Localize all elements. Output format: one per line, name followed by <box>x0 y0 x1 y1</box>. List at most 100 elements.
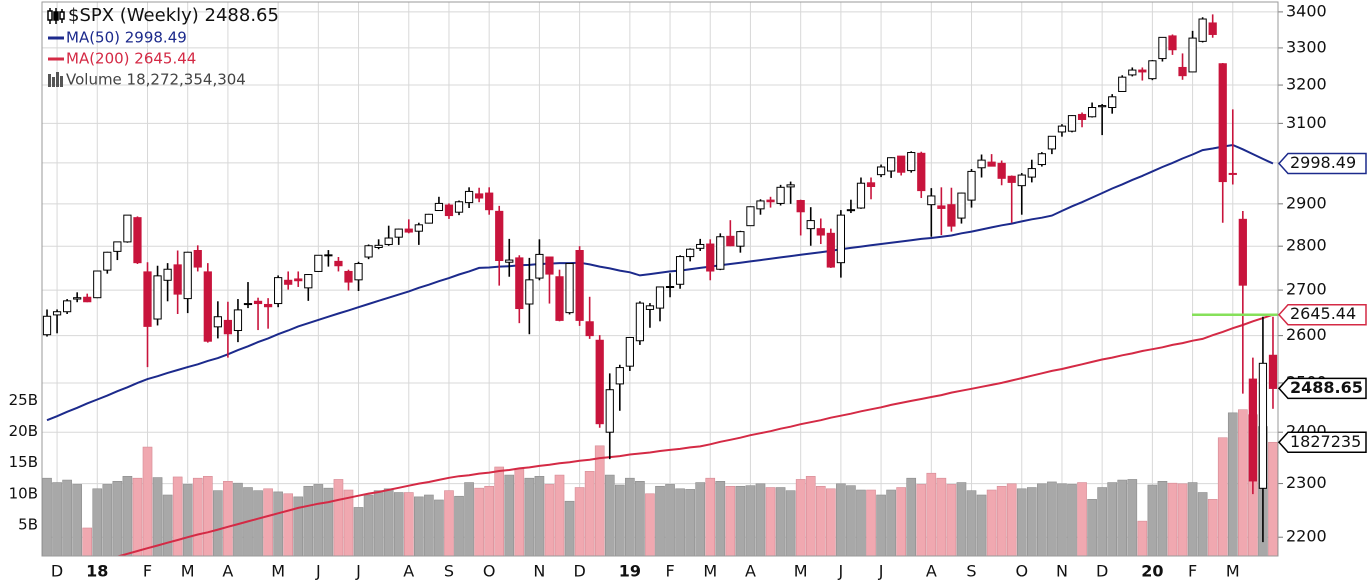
x-tick-label: N <box>1056 562 1068 581</box>
volume-bar <box>343 489 354 556</box>
candle-body <box>1258 362 1268 489</box>
candle-body <box>1218 63 1227 183</box>
volume-bar <box>102 484 113 556</box>
volume-bar <box>675 488 685 556</box>
candle-body <box>816 228 825 236</box>
volume-bar <box>1037 483 1047 556</box>
candle-body <box>394 228 403 238</box>
candle-body <box>605 389 614 433</box>
candle-body <box>515 257 524 310</box>
candle-body <box>294 278 303 282</box>
volume-bar <box>132 477 143 556</box>
volume-bar <box>735 485 746 556</box>
volume-bar <box>524 477 535 556</box>
x-tick-label: 20 <box>1141 562 1163 581</box>
volume-bar <box>233 482 243 556</box>
volume-bar <box>313 484 324 556</box>
candle-body <box>384 237 393 245</box>
volume-bar <box>474 487 484 556</box>
volume-bar <box>1077 482 1087 556</box>
candle-body <box>947 204 956 227</box>
volume-bar <box>846 485 856 556</box>
candle-body <box>796 200 805 213</box>
x-tick-label: F <box>665 562 674 581</box>
y-tick-label: 2800 <box>1286 236 1327 255</box>
candle-body <box>1118 76 1127 92</box>
candle-body <box>364 245 373 258</box>
volume-bar <box>685 489 695 556</box>
volume-bar <box>745 485 756 556</box>
candle-body <box>1047 135 1057 150</box>
volume-bar <box>836 483 846 556</box>
candle-body <box>42 315 52 336</box>
volume-bar <box>584 471 595 556</box>
price-tag: 2645.44 <box>1277 303 1367 326</box>
legend-label: MA(50) 2998.49 <box>66 29 187 47</box>
ma-line <box>46 143 1274 422</box>
volume-bar <box>263 488 273 556</box>
x-tick-label: S <box>444 562 454 581</box>
y-tick-label: 3400 <box>1286 1 1327 20</box>
candle-body <box>525 279 534 305</box>
x-tick-label: M <box>181 562 195 581</box>
candle-body <box>907 152 916 172</box>
volume-bar <box>665 484 675 556</box>
candle-icon <box>47 8 65 24</box>
candle-body <box>595 339 604 425</box>
x-tick-label: O <box>1015 562 1028 581</box>
legend-label: MA(200) 2645.44 <box>66 50 196 68</box>
candle-body <box>183 251 192 300</box>
y-tick-label: 3100 <box>1286 113 1327 132</box>
x-tick-label: J <box>878 562 884 581</box>
candle-body <box>1057 125 1067 133</box>
volume-bar <box>1107 482 1118 556</box>
candle-body <box>977 159 986 169</box>
candle-body <box>655 286 665 309</box>
candle-body <box>434 202 444 212</box>
volume-bar <box>1227 412 1238 556</box>
x-tick-label: J <box>838 562 844 581</box>
volume-bar <box>1217 437 1228 556</box>
price-tag-box <box>1277 377 1367 400</box>
candle-body <box>1138 69 1147 73</box>
candle-body <box>555 276 564 321</box>
candle-body <box>414 224 423 232</box>
candle-body <box>505 259 514 263</box>
legend: $SPX (Weekly) 2488.65 Volume 18,272,354,… <box>47 5 279 89</box>
volume-bar <box>594 445 605 556</box>
candle-body <box>304 274 313 289</box>
candle-body <box>1188 37 1197 73</box>
x-tick-label: M <box>271 562 285 581</box>
candle-body <box>987 161 996 167</box>
candle-body <box>1238 218 1247 286</box>
x-tick-label: M <box>1226 562 1240 581</box>
volume-bar <box>62 479 72 556</box>
volume-bar <box>182 484 193 556</box>
volume-tick-label: 10B <box>9 484 38 502</box>
candle-body <box>464 190 474 204</box>
volume-bar <box>1117 479 1128 556</box>
volume-bar <box>1137 520 1148 556</box>
volume-bar <box>614 484 625 556</box>
x-tick-label: D <box>573 562 585 581</box>
volume-bar <box>1147 484 1158 556</box>
volume-bar <box>564 500 575 556</box>
volume-bar <box>1057 483 1067 556</box>
price-tag: 1827235 <box>1277 431 1367 454</box>
candle-body <box>897 155 906 173</box>
volume-bar <box>876 494 886 556</box>
candle-body <box>1108 96 1117 109</box>
volume-bar <box>253 490 263 556</box>
volume-bar <box>765 487 776 556</box>
volume-bar <box>1157 481 1168 556</box>
candle-body <box>615 367 624 385</box>
candle-body <box>354 263 363 281</box>
candle-body <box>334 260 343 267</box>
candle-body <box>535 253 544 279</box>
candle-body <box>1128 69 1137 76</box>
x-tick-label: J <box>355 562 361 581</box>
volume-bar <box>906 477 917 556</box>
candle-body <box>213 316 222 328</box>
candle-body <box>665 286 675 289</box>
